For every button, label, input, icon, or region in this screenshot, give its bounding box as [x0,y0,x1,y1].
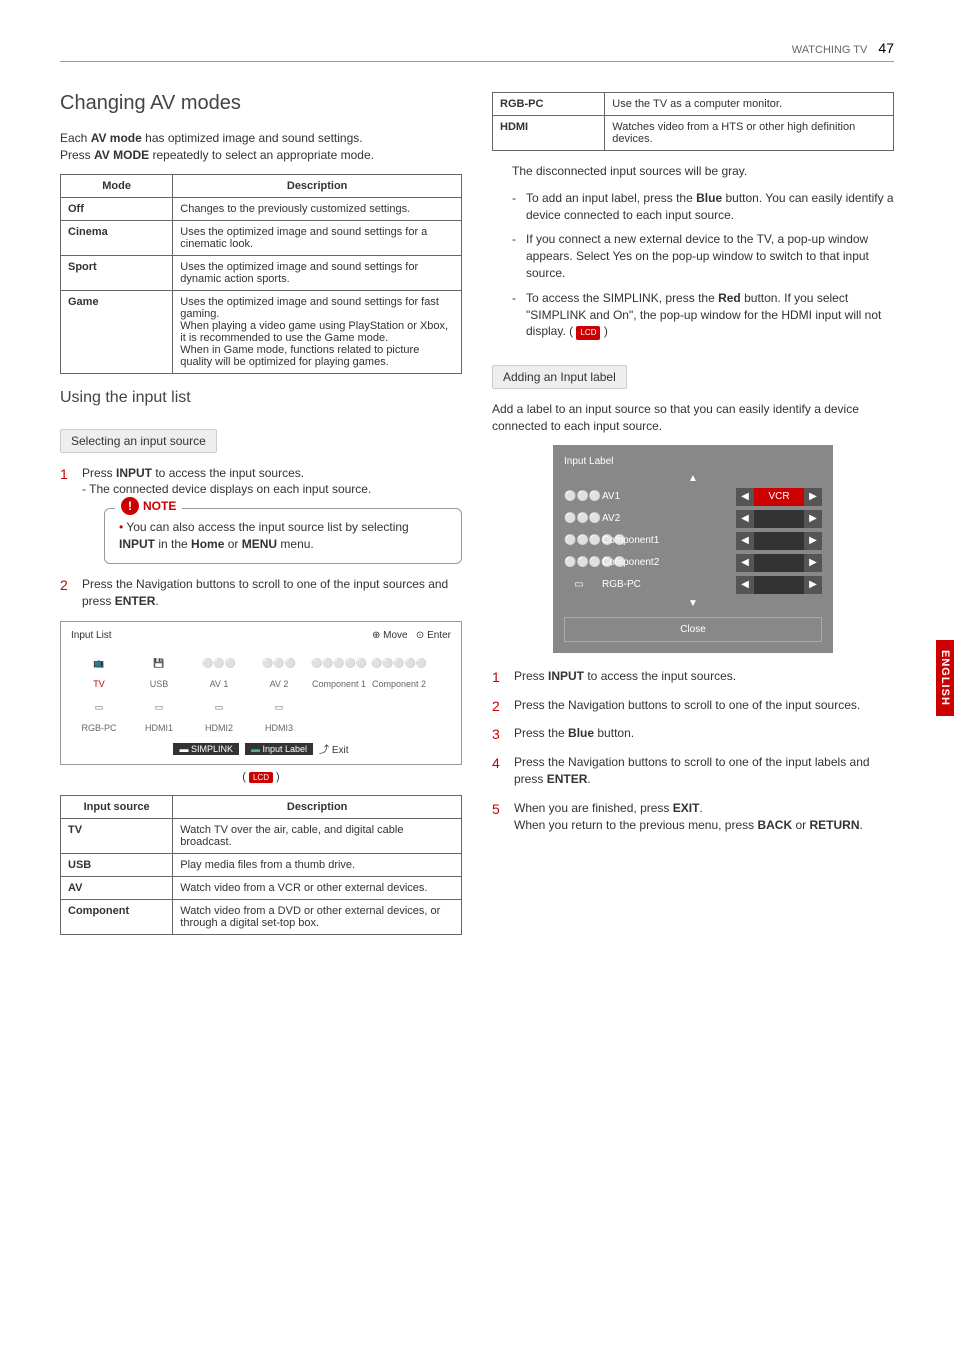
r-step-4: 4Press the Navigation buttons to scroll … [492,754,894,788]
input-source-table-2: RGB-PCUse the TV as a computer monitor. … [492,92,894,151]
right-arrow-icon[interactable]: ▶ [804,510,822,528]
language-tab: ENGLISH [936,640,954,716]
col-desc: Description [173,174,462,197]
il-row-comp2[interactable]: ⚪⚪⚪⚪⚪ Component2 ◀▶ [564,554,822,572]
table-row: RGB-PCUse the TV as a computer monitor. [493,93,894,116]
left-column: Changing AV modes Each AV mode has optim… [60,92,462,947]
page-header: WATCHING TV 47 [60,40,894,62]
tag-selecting-source: Selecting an input source [60,429,217,453]
col-desc2: Description [173,796,462,819]
r-step-2: 2Press the Navigation buttons to scroll … [492,697,894,714]
av-intro: Each AV mode has optimized image and sou… [60,130,462,164]
steps-list: 1Press INPUT to access the input sources… [60,465,462,610]
col-source: Input source [61,796,173,819]
header-section: WATCHING TV [792,44,868,56]
note-box: ! NOTE You can also access the input sou… [104,508,462,564]
heading-input-list: Using the input list [60,389,462,407]
note-header: ! NOTE [115,497,182,515]
left-arrow-icon[interactable]: ◀ [736,576,754,594]
table-row: HDMIWatches video from a HTS or other hi… [493,116,894,151]
input-list-panel: Input List ⊕ Move ⊙ Enter 📺TV 💾USB ⚪⚪⚪AV… [60,621,462,765]
component-icon: ⚪⚪⚪⚪⚪ [564,557,594,568]
r-step-5: 5When you are finished, press EXIT.When … [492,800,894,834]
table-row: AVWatch video from a VCR or other extern… [61,877,462,900]
left-arrow-icon[interactable]: ◀ [736,488,754,506]
table-row: CinemaUses the optimized image and sound… [61,220,462,255]
input-rgbpc[interactable]: ▭RGB-PC [71,693,127,733]
table-row: TVWatch TV over the air, cable, and digi… [61,819,462,854]
rgbpc-icon: ▭ [564,579,594,590]
il-row-comp1[interactable]: ⚪⚪⚪⚪⚪ Component1 ◀▶ [564,532,822,550]
input-av2[interactable]: ⚪⚪⚪AV 2 [251,649,307,689]
page-number: 47 [878,40,894,56]
table-row: GameUses the optimized image and sound s… [61,290,462,373]
bullet-1: To add an input label, press the Blue bu… [512,190,894,224]
table-row: USBPlay media files from a thumb drive. [61,854,462,877]
av-icon: ⚪⚪⚪ [564,491,594,502]
panel-title: Input List [71,630,112,641]
step-2: 2Press the Navigation buttons to scroll … [60,576,462,610]
lcd-icon: LCD [576,326,600,339]
col-mode: Mode [61,174,173,197]
r-step-1: 1Press INPUT to access the input sources… [492,668,894,685]
il-row-av2[interactable]: ⚪⚪⚪ AV2 ◀▶ [564,510,822,528]
table-row: SportUses the optimized image and sound … [61,255,462,290]
disconnected-note: The disconnected input sources will be g… [492,163,894,180]
il-title: Input Label [564,456,822,467]
lcd-caption: ( LCD ) [60,771,462,783]
step-1: 1Press INPUT to access the input sources… [60,465,462,564]
right-arrow-icon[interactable]: ▶ [804,554,822,572]
right-arrow-icon[interactable]: ▶ [804,532,822,550]
heading-av-modes: Changing AV modes [60,92,462,115]
panel-hints: ⊕ Move ⊙ Enter [372,630,451,641]
table-row: ComponentWatch video from a DVD or other… [61,900,462,935]
down-arrow-icon[interactable]: ▼ [564,598,822,609]
table-row: OffChanges to the previously customized … [61,197,462,220]
r-step-3: 3Press the Blue button. [492,725,894,742]
right-steps: 1Press INPUT to access the input sources… [492,668,894,834]
component-icon: ⚪⚪⚪⚪⚪ [564,535,594,546]
note-text: You can also access the input source lis… [119,519,447,553]
input-grid: 📺TV 💾USB ⚪⚪⚪AV 1 ⚪⚪⚪AV 2 ⚪⚪⚪⚪⚪Component … [71,649,451,733]
close-button[interactable]: Close [564,617,822,642]
input-label-button[interactable]: ▬ Input Label [245,743,313,755]
bullet-2: If you connect a new external device to … [512,231,894,281]
info-bullets: To add an input label, press the Blue bu… [492,190,894,340]
input-tv[interactable]: 📺TV [71,649,127,689]
input-comp2[interactable]: ⚪⚪⚪⚪⚪Component 2 [371,649,427,689]
il-row-rgbpc[interactable]: ▭ RGB-PC ◀▶ [564,576,822,594]
il-row-av1[interactable]: ⚪⚪⚪ AV1 ◀VCR▶ [564,488,822,506]
note-icon: ! [121,497,139,515]
right-arrow-icon[interactable]: ▶ [804,488,822,506]
input-usb[interactable]: 💾USB [131,649,187,689]
tag-adding-label: Adding an Input label [492,365,627,389]
lcd-icon: LCD [249,772,273,783]
left-arrow-icon[interactable]: ◀ [736,554,754,572]
left-arrow-icon[interactable]: ◀ [736,532,754,550]
input-source-table: Input source Description TVWatch TV over… [60,795,462,935]
right-arrow-icon[interactable]: ▶ [804,576,822,594]
bullet-3: To access the SIMPLINK, press the Red bu… [512,290,894,340]
input-label-panel: Input Label ▲ ⚪⚪⚪ AV1 ◀VCR▶ ⚪⚪⚪ AV2 ◀▶ ⚪… [553,445,833,653]
input-hdmi1[interactable]: ▭HDMI1 [131,693,187,733]
input-hdmi3[interactable]: ▭HDMI3 [251,693,307,733]
right-column: RGB-PCUse the TV as a computer monitor. … [492,92,894,947]
content-columns: Changing AV modes Each AV mode has optim… [60,92,894,947]
input-comp1[interactable]: ⚪⚪⚪⚪⚪Component 1 [311,649,367,689]
up-arrow-icon[interactable]: ▲ [564,473,822,484]
left-arrow-icon[interactable]: ◀ [736,510,754,528]
av-modes-table: Mode Description OffChanges to the previ… [60,174,462,374]
panel-footer: ▬ SIMPLINK ▬ Input Label ⤴ Exit [71,741,451,756]
exit-button[interactable]: ⤴ Exit [319,741,348,756]
av-icon: ⚪⚪⚪ [564,513,594,524]
simplink-button[interactable]: ▬ SIMPLINK [173,743,239,755]
adding-intro: Add a label to an input source so that y… [492,401,894,435]
input-hdmi2[interactable]: ▭HDMI2 [191,693,247,733]
input-av1[interactable]: ⚪⚪⚪AV 1 [191,649,247,689]
